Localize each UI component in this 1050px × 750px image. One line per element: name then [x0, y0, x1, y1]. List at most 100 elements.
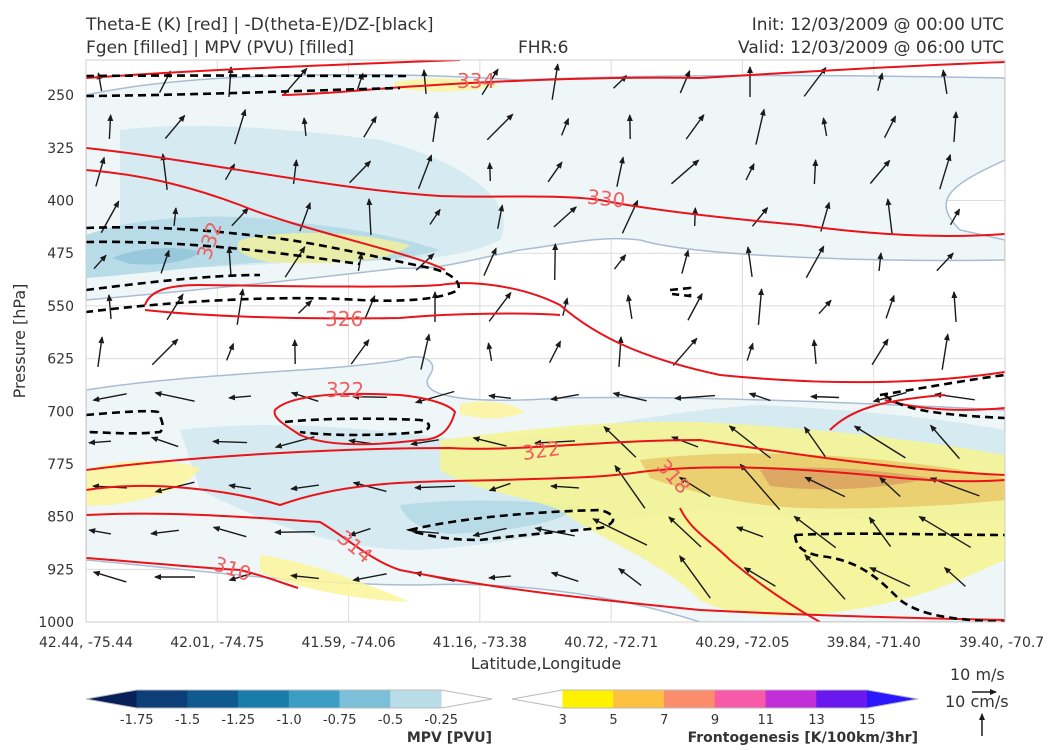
wind-vector	[164, 114, 186, 139]
wind-vector	[877, 72, 884, 91]
colorbar-outline	[511, 689, 919, 709]
theta-e-line-322-loop	[273, 392, 457, 446]
wind-vector	[212, 526, 247, 538]
wind-vector	[421, 69, 428, 95]
wind-vector	[883, 115, 897, 139]
colorbar-tick-label: -0.5	[378, 713, 403, 728]
wind-vector	[352, 393, 388, 400]
colorbar-swatch	[390, 689, 442, 709]
wind-vector	[106, 294, 113, 320]
wind-vector	[804, 476, 846, 498]
theta-e-contour-labels: 334 330 332 326 322 322 318 314 310	[192, 69, 695, 586]
wind-vector	[420, 333, 431, 370]
y-tick-label: 925	[47, 562, 74, 578]
colorbar-swatch	[714, 689, 766, 709]
title-line-2: Fgen [filled] | MPV (PVU) [filled]	[86, 38, 355, 58]
wind-vector	[432, 111, 440, 142]
wind-vector	[820, 201, 831, 232]
theta-e-line-314	[86, 512, 1005, 621]
wind-vector	[348, 438, 371, 445]
y-axis-label: Pressure [hPa]	[10, 284, 29, 399]
wind-vector	[868, 516, 892, 547]
ref-vector-vertical-label: 10 cm/s	[945, 692, 1009, 711]
wind-vector	[560, 117, 570, 136]
colorbar-tick-label: -0.25	[424, 713, 458, 728]
wind-vector	[805, 245, 825, 279]
wind-vector	[670, 159, 700, 185]
wind-vector	[352, 573, 387, 583]
wind-vector	[472, 436, 507, 447]
wind-vector	[745, 163, 755, 181]
wind-vector	[429, 208, 441, 225]
wind-vector	[160, 249, 170, 274]
wind-vector	[550, 393, 579, 402]
wind-vector	[803, 66, 827, 97]
lapse-dash-850	[405, 508, 615, 542]
wind-vector	[728, 425, 771, 459]
wind-vector	[224, 163, 236, 181]
colorbar-tick-label: 7	[660, 713, 668, 728]
wind-vector	[685, 114, 705, 140]
colorbar-tick-label: -1.75	[120, 713, 154, 728]
wind-vector	[410, 528, 440, 535]
lapse-dash-475b	[86, 240, 361, 266]
wind-vector	[486, 162, 493, 182]
wind-vector	[810, 393, 840, 400]
colorbar-swatch	[511, 689, 563, 709]
wind-vector	[812, 159, 819, 185]
wind-vector	[941, 69, 948, 94]
colorbar-swatch	[867, 689, 919, 709]
theta-e-line-318	[86, 466, 1005, 507]
theta-e-label-322-a: 322	[326, 378, 364, 402]
wind-vector	[410, 439, 439, 447]
theta-e-label-330: 330	[586, 185, 626, 213]
colorbar-swatch	[441, 689, 493, 709]
lapse-dash-700-right	[879, 373, 1005, 420]
wind-vector	[483, 247, 497, 276]
wind-vector	[348, 527, 371, 537]
wind-vector	[352, 481, 387, 493]
wind-vector	[672, 337, 698, 367]
wind-vector	[290, 573, 319, 580]
colorbar-swatch	[288, 689, 340, 709]
colorbar-tick-label: -1.0	[276, 713, 301, 728]
colorbar-tick-label: 11	[757, 713, 774, 728]
wind-vector	[88, 439, 112, 446]
wind-vector	[107, 114, 114, 140]
wind-vector	[488, 291, 512, 322]
wind-vector	[679, 555, 711, 599]
wind-vector	[871, 338, 889, 366]
wind-vector	[674, 394, 716, 401]
wind-vector	[804, 426, 826, 458]
y-tick-label: 1000	[38, 615, 74, 631]
theta-e-label-322-b: 322	[521, 436, 562, 465]
lapse-dash-700-left	[86, 409, 164, 435]
x-tick-label: 40.72, -72.71	[564, 635, 658, 651]
theta-e-label-326: 326	[325, 307, 363, 331]
wind-vector	[793, 515, 837, 549]
wind-vector	[225, 342, 235, 361]
wind-vector	[151, 338, 179, 366]
wind-vector	[751, 206, 769, 227]
wind-vector	[472, 527, 507, 538]
wind-vector	[562, 297, 569, 316]
wind-vector	[936, 252, 954, 272]
colorbar-swatch	[613, 689, 665, 709]
wind-vector	[678, 476, 711, 498]
wind-vector	[88, 528, 111, 535]
wind-vector	[548, 340, 562, 364]
wind-vector	[497, 204, 505, 229]
wind-vector	[949, 208, 961, 226]
colorbar-swatch	[339, 689, 391, 709]
colorbar-swatch	[816, 689, 868, 709]
wind-vector	[92, 393, 127, 403]
wind-vector	[818, 299, 832, 315]
wind-vector	[486, 342, 493, 361]
y-tick-label: 775	[47, 457, 74, 473]
wind-vector	[236, 288, 245, 325]
wind-vector	[228, 394, 252, 401]
mpv-colorbar-title: MPV [PVU]	[407, 730, 492, 746]
theta-e-line-322	[86, 438, 1005, 476]
colorbar-swatch	[562, 689, 614, 709]
wind-vector	[534, 526, 575, 537]
